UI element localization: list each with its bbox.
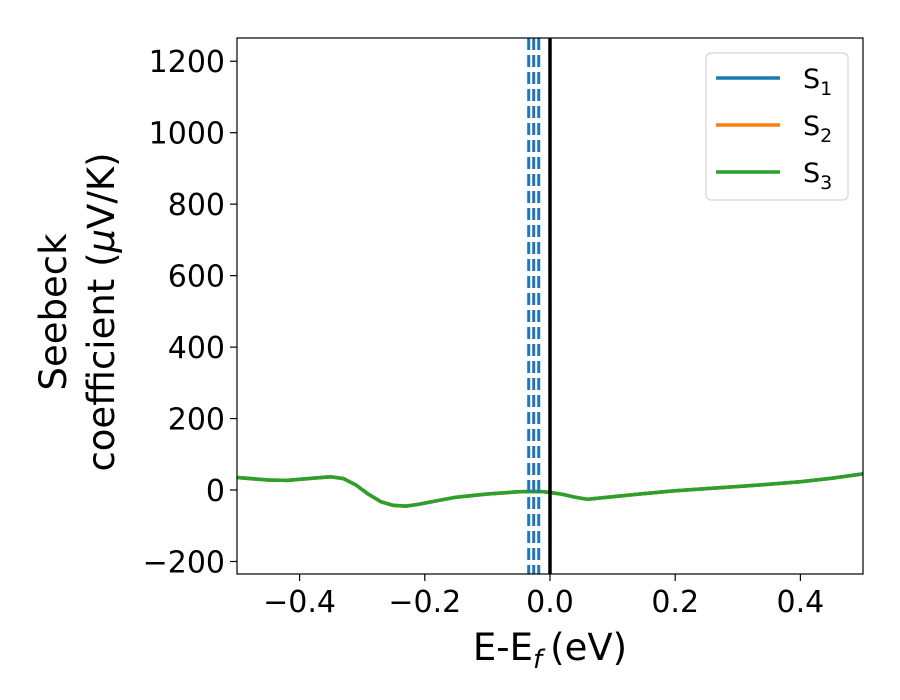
x-axis-label: E-Ef (eV) bbox=[473, 626, 627, 675]
y-axis-label-line1: Seebeck bbox=[32, 233, 75, 391]
x-axis-label-main: E-E bbox=[473, 626, 533, 669]
y-axis-label: Seebeck coefficient (μV/K) bbox=[32, 152, 123, 471]
x-tick-label: 0.4 bbox=[777, 585, 825, 620]
y-axis-ticks: −200 0 200 400 600 800 1000 1200 bbox=[143, 45, 237, 580]
y-tick-label: 0 bbox=[206, 474, 225, 509]
series-line-3 bbox=[237, 472, 863, 508]
legend-label-1: S1 bbox=[803, 64, 832, 100]
x-tick-label: −0.2 bbox=[388, 585, 461, 620]
legend-label-3: S3 bbox=[803, 158, 832, 194]
x-tick-label: 0.2 bbox=[651, 585, 699, 620]
y-tick-label: 1000 bbox=[149, 117, 225, 152]
y-axis-label-mu: μ bbox=[80, 229, 123, 254]
y-tick-label: −200 bbox=[143, 545, 225, 580]
x-tick-label: 0.0 bbox=[526, 585, 574, 620]
legend-label-2: S2 bbox=[803, 111, 832, 147]
y-tick-label: 1200 bbox=[149, 45, 225, 80]
y-axis-label-line2: coefficient (μV/K) bbox=[80, 152, 123, 471]
vertical-lines bbox=[527, 38, 552, 574]
x-axis-label-unit: (eV) bbox=[550, 626, 627, 669]
x-axis-ticks: −0.4 −0.2 0.0 0.2 0.4 bbox=[263, 574, 824, 620]
y-axis-label-unit: V/K) bbox=[80, 152, 123, 228]
y-tick-label: 400 bbox=[168, 331, 225, 366]
y-tick-label: 800 bbox=[168, 188, 225, 223]
y-tick-label: 600 bbox=[168, 260, 225, 295]
x-tick-label: −0.4 bbox=[263, 585, 336, 620]
x-axis-label-subscript: f bbox=[533, 645, 546, 675]
y-axis-label-text: coefficient ( bbox=[80, 252, 123, 471]
series-group bbox=[237, 472, 863, 508]
y-tick-label: 200 bbox=[168, 403, 225, 438]
legend: S1 S2 S3 bbox=[705, 52, 849, 201]
